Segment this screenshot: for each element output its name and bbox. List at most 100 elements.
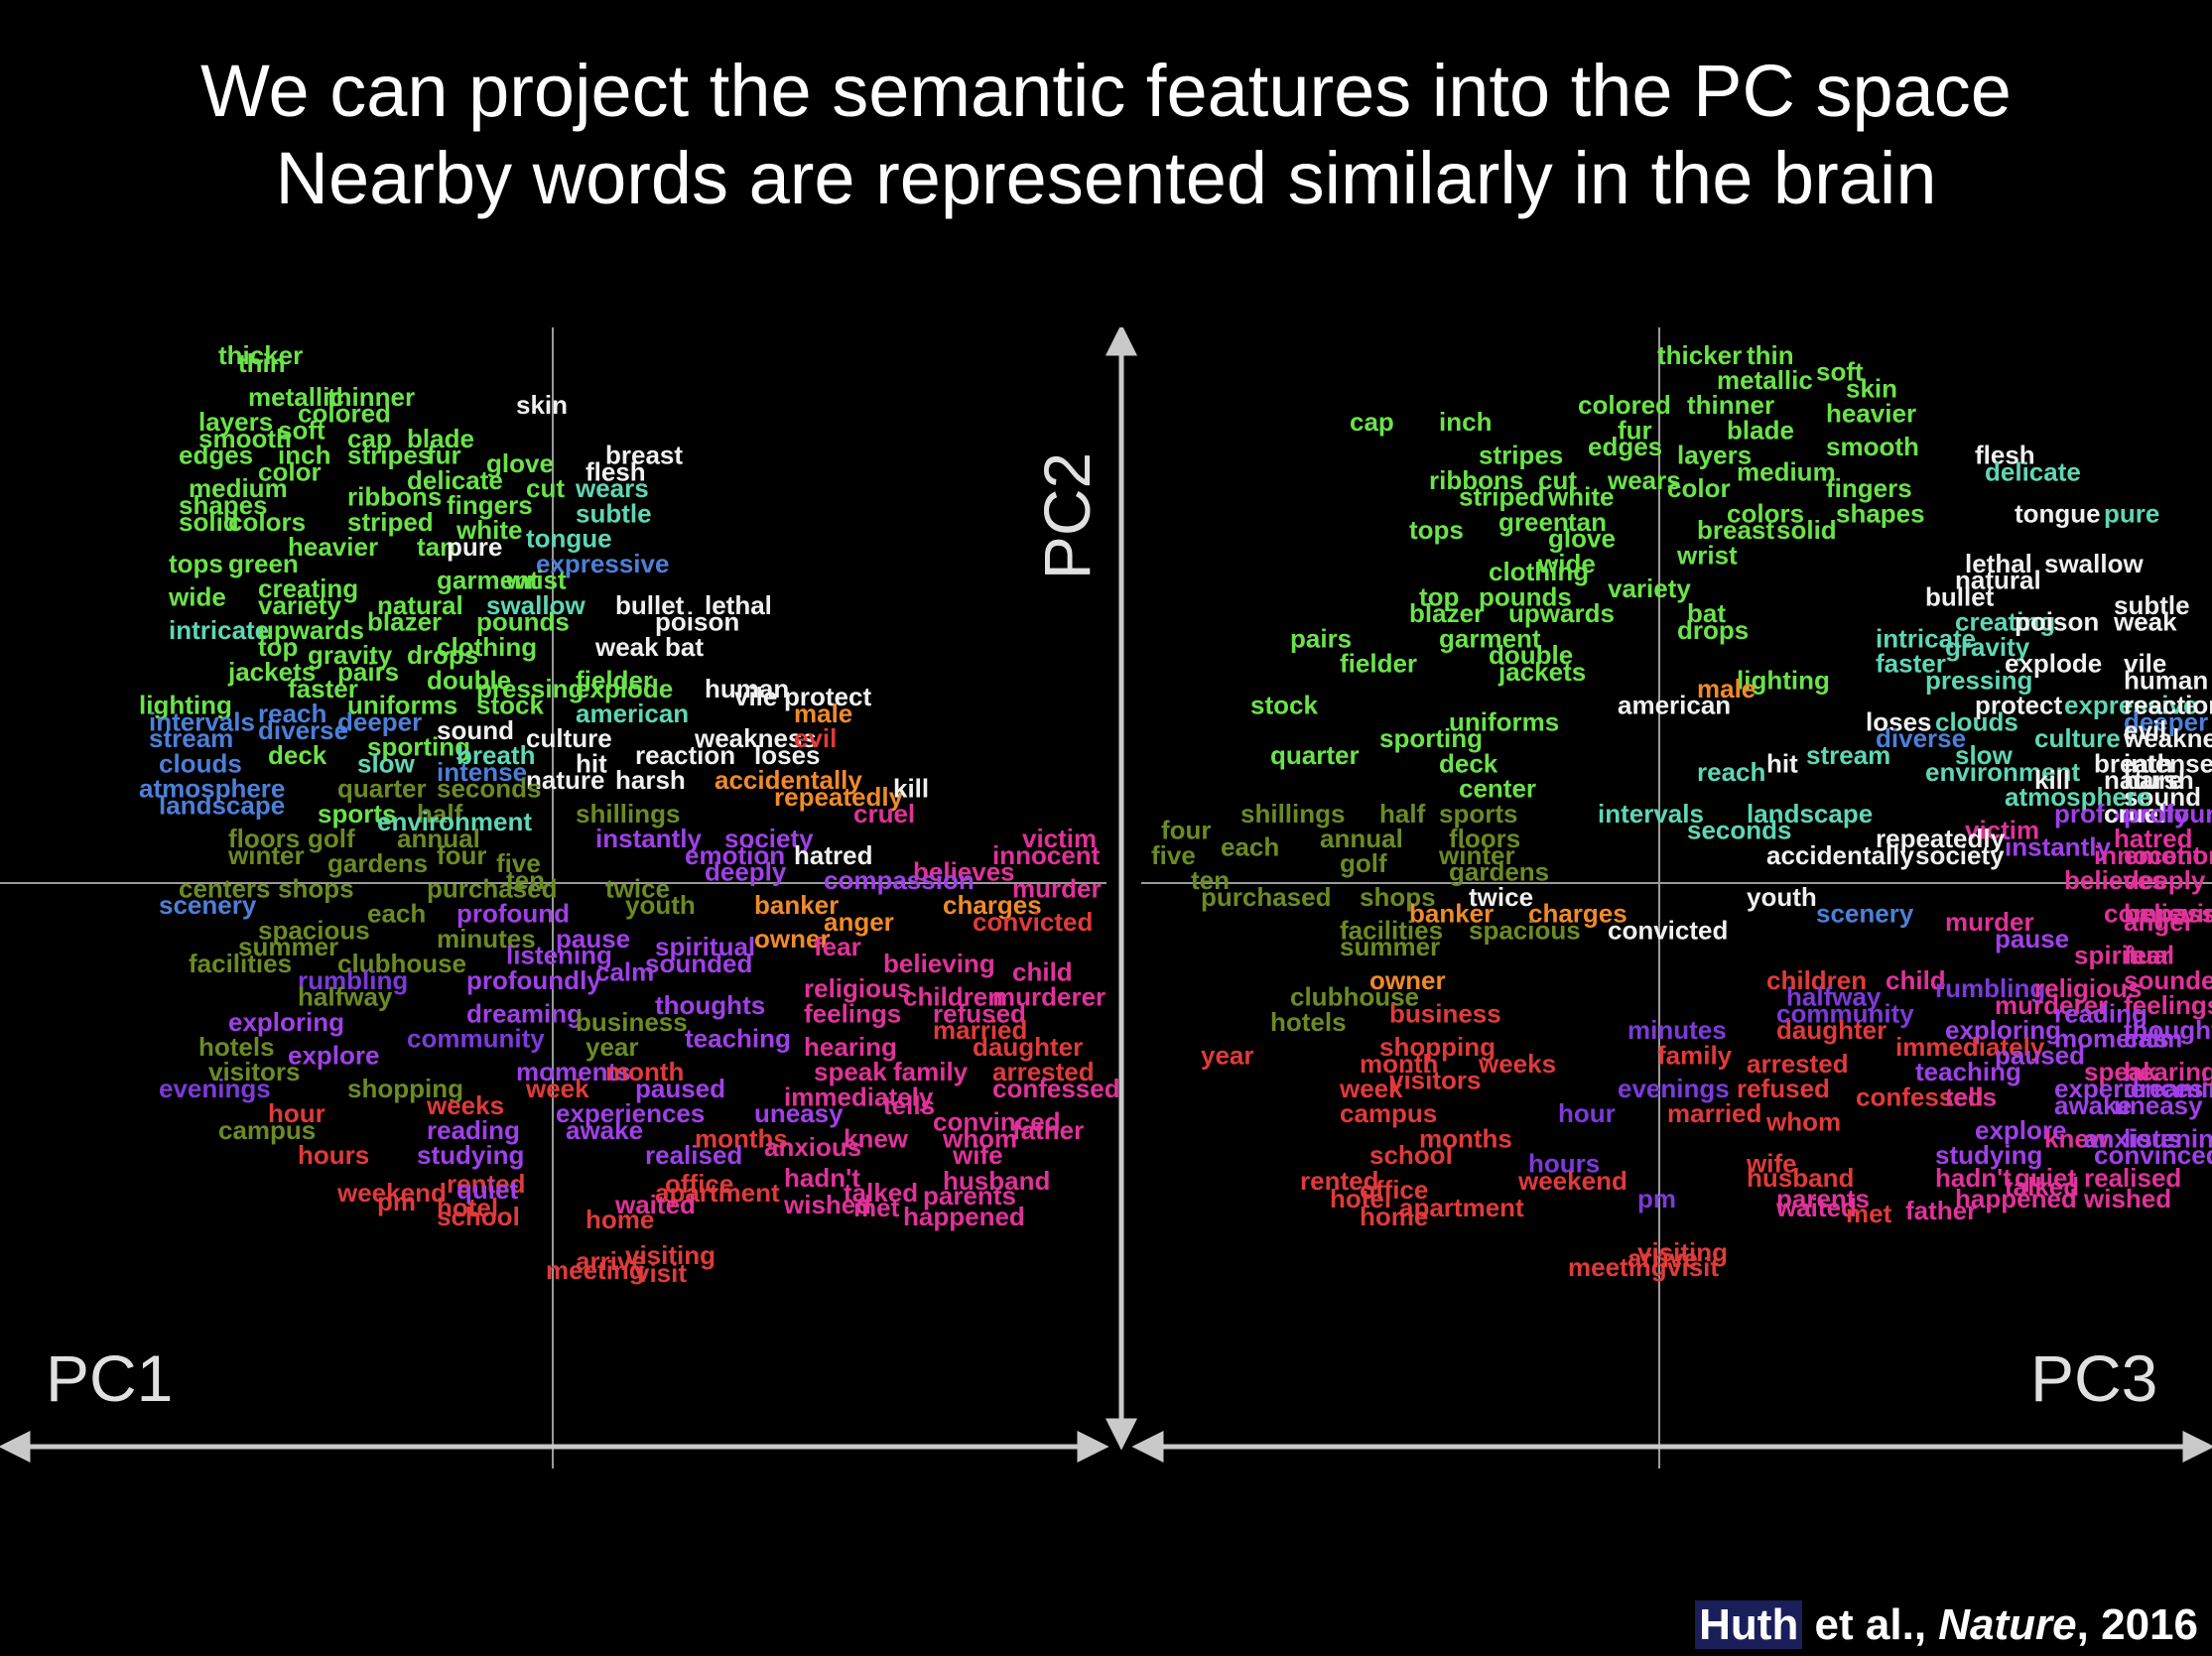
left-word: pause — [556, 924, 630, 954]
right-word: intricate — [1876, 623, 1976, 653]
right-word: months — [1419, 1123, 1512, 1153]
title-line-1: We can project the semantic features int… — [200, 50, 2012, 132]
right-word: delicate — [1985, 456, 2081, 486]
left-word: garment — [437, 566, 539, 595]
right-word: lethal — [1965, 549, 2032, 578]
right-word: variety — [1608, 573, 1691, 603]
right-word: male — [1697, 674, 1756, 703]
right-word: weeks — [1478, 1049, 1556, 1079]
left-word: home — [586, 1205, 654, 1234]
right-word: daughter — [1776, 1015, 1887, 1045]
right-word: shapes — [1836, 498, 1925, 528]
right-word: five — [1151, 840, 1196, 870]
left-word: loses — [754, 740, 821, 770]
right-word: fingers — [1826, 473, 1912, 503]
right-word: murder — [1945, 907, 2034, 937]
right-word: repeatedly — [1876, 824, 2006, 853]
right-word: subtle — [2114, 590, 2190, 620]
right-word: feelings — [2124, 990, 2212, 1020]
left-word: parents — [923, 1181, 1016, 1210]
right-word: expressive — [2064, 691, 2197, 720]
right-word: sound — [2124, 782, 2201, 812]
right-word: arrive — [1627, 1243, 1698, 1273]
left-word: scenery — [159, 890, 257, 920]
left-word: believes — [913, 857, 1015, 887]
left-word: jackets — [227, 657, 316, 687]
left-word: explore — [288, 1040, 380, 1070]
left-word: campus — [218, 1115, 316, 1145]
left-word: hit — [576, 748, 607, 778]
right-word: pressing — [1925, 665, 2032, 695]
left-word: innocent — [992, 840, 1101, 870]
left-word: arrive — [576, 1246, 646, 1276]
left-word: wide — [168, 581, 226, 611]
left-word: environment — [377, 807, 532, 836]
left-word: creating — [258, 573, 358, 603]
citation-author: Huth — [1695, 1600, 1803, 1649]
left-word: uniforms — [347, 691, 457, 720]
left-word: stock — [476, 691, 544, 720]
right-word: ribbons — [1429, 465, 1523, 495]
left-word: business — [576, 1007, 688, 1037]
right-word: poison — [2015, 607, 2099, 637]
left-word: months — [695, 1123, 788, 1153]
left-word: speak — [814, 1057, 887, 1086]
left-word: waited — [614, 1190, 696, 1219]
right-word: fur — [1618, 415, 1652, 445]
left-word: glove — [486, 448, 554, 478]
right-word: deeper — [2124, 706, 2208, 736]
left-word: religious — [804, 973, 911, 1003]
right-word: knew — [2044, 1123, 2110, 1153]
right-word: skin — [1846, 373, 1897, 403]
left-word: slow — [357, 748, 416, 778]
left-word: family — [893, 1057, 969, 1086]
left-word: visitors — [208, 1057, 301, 1086]
right-word: jackets — [1497, 657, 1586, 687]
right-word: clubhouse — [1290, 982, 1419, 1012]
right-word: four — [1161, 816, 1212, 845]
right-word: teaching — [1915, 1057, 2021, 1086]
right-word: cap — [1350, 407, 1394, 437]
right-word: soft — [1816, 357, 1864, 387]
left-word: sports — [318, 799, 396, 828]
left-word: office — [665, 1169, 733, 1199]
left-word: lethal — [705, 590, 772, 620]
left-word: hour — [268, 1098, 325, 1128]
right-word: scenery — [1816, 899, 1914, 929]
left-word: refused — [933, 998, 1026, 1028]
right-word: paused — [1995, 1040, 2085, 1070]
left-word: solid — [179, 507, 239, 537]
left-word: murderer — [992, 982, 1106, 1012]
right-word: colored — [1578, 390, 1671, 420]
right-word: each — [1221, 831, 1279, 861]
right-word: business — [1389, 998, 1501, 1028]
left-word: wrist — [505, 566, 567, 595]
right-word: pm — [1637, 1184, 1676, 1213]
right-word: confessed — [1856, 1082, 1984, 1111]
left-word: married — [933, 1015, 1027, 1045]
right-word: diverse — [1876, 723, 1966, 753]
right-word: quarter — [1270, 740, 1360, 770]
right-word: metallic — [1717, 365, 1813, 395]
left-word: profoundly — [466, 965, 601, 995]
right-word: floors — [1449, 824, 1520, 853]
left-word: blade — [407, 424, 474, 453]
right-word: pounds — [1479, 581, 1572, 611]
right-word: gardens — [1449, 857, 1549, 887]
right-word: slow — [1955, 740, 2014, 770]
right-word: thinner — [1687, 390, 1774, 420]
left-word: fear — [814, 932, 861, 961]
right-word: awake — [2054, 1090, 2132, 1120]
right-word: murderer — [1995, 990, 2108, 1020]
right-word: cruel — [2104, 799, 2165, 828]
right-word: hotel — [1330, 1184, 1391, 1213]
left-word: spacious — [258, 915, 370, 945]
right-word: cut — [1538, 465, 1577, 495]
right-word: evil — [2124, 715, 2166, 745]
right-word: apartment — [1399, 1193, 1524, 1222]
right-word: winter — [1438, 840, 1515, 870]
right-word: hours — [1528, 1149, 1600, 1179]
left-word: ten — [506, 865, 545, 895]
left-word: youth — [625, 890, 696, 920]
left-word: deeply — [705, 857, 787, 887]
